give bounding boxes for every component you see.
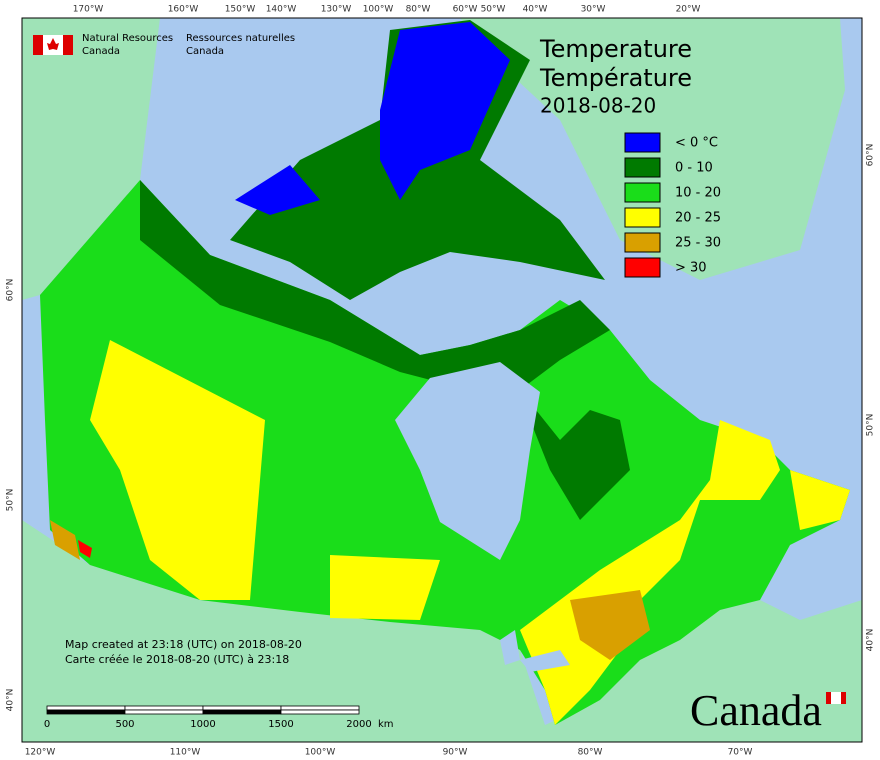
legend-label: > 30 bbox=[675, 261, 707, 276]
longitude-label: 40°W bbox=[523, 5, 548, 15]
scale-label: 1500 bbox=[268, 719, 293, 730]
legend-label: 0 - 10 bbox=[675, 161, 713, 176]
longitude-label: 150°W bbox=[225, 5, 256, 15]
graticule-labels: 170°W 160°W 150°W 140°W 130°W 100°W 80°W 60°W 50… bbox=[6, 5, 876, 758]
org-name: Natural Resources bbox=[82, 33, 173, 44]
title: Température bbox=[539, 64, 692, 92]
maple-leaf bbox=[47, 38, 59, 50]
flag-bar bbox=[33, 35, 43, 55]
longitude-label: 130°W bbox=[321, 5, 352, 15]
scale-segment bbox=[46, 705, 126, 711]
longitude-label: 80°W bbox=[406, 5, 431, 15]
org-name: Canada bbox=[82, 46, 120, 57]
legend-label: 25 - 30 bbox=[675, 236, 721, 251]
legend-swatch bbox=[624, 232, 661, 253]
note: Map created at 23:18 (UTC) on 2018-08-20 bbox=[65, 638, 302, 651]
map-frame bbox=[21, 17, 863, 743]
frame-border bbox=[21, 17, 863, 743]
latitude-label: 50°N bbox=[866, 414, 876, 437]
legend-swatch bbox=[624, 257, 661, 278]
longitude-label: 100°W bbox=[305, 748, 336, 758]
north-zone bbox=[140, 180, 630, 520]
org-name: Canada bbox=[186, 46, 224, 57]
legend-swatch bbox=[624, 157, 661, 178]
warm-zone bbox=[90, 340, 850, 725]
date: 2018-08-20 bbox=[540, 94, 656, 118]
longitude-label: 140°W bbox=[266, 5, 297, 15]
scale-unit: km bbox=[378, 719, 394, 730]
scale-label: 500 bbox=[115, 719, 134, 730]
hudson-bay bbox=[395, 362, 540, 560]
longitude-label: 120°W bbox=[25, 748, 56, 758]
legend-swatch bbox=[624, 132, 661, 153]
latitude-label: 60°N bbox=[6, 279, 16, 302]
scale-label: 1000 bbox=[190, 719, 215, 730]
scale-segment bbox=[124, 709, 204, 715]
cold-zone bbox=[235, 22, 510, 215]
canada-wordmark: Canada bbox=[690, 686, 822, 735]
usa bbox=[22, 520, 862, 742]
great-lakes bbox=[500, 630, 570, 672]
latitude-label: 50°N bbox=[6, 489, 16, 512]
scale-segment bbox=[124, 705, 204, 711]
flag-bar bbox=[63, 35, 73, 55]
longitude-label: 20°W bbox=[676, 5, 701, 15]
scale-segment bbox=[202, 709, 282, 715]
longitude-label: 100°W bbox=[363, 5, 394, 15]
wordmark-flag bbox=[831, 692, 841, 704]
longitude-label: 30°W bbox=[581, 5, 606, 15]
legend: < 0 °C 0 - 10 10 - 20 20 - 25 25 - 30 > 30 bbox=[624, 132, 721, 278]
scale-label: 0 bbox=[44, 719, 50, 730]
longitude-label: 170°W bbox=[73, 5, 104, 15]
legend-label: < 0 °C bbox=[675, 136, 718, 151]
latitude-label: 60°N bbox=[866, 144, 876, 167]
org-name: Ressources naturelles bbox=[186, 33, 295, 44]
longitude-label: 70°W bbox=[728, 748, 753, 758]
logo: Natural Resources Canada Ressources natu… bbox=[33, 33, 295, 57]
very-hot-zone bbox=[78, 540, 92, 558]
hot-zone bbox=[50, 520, 650, 660]
longitude-label: 90°W bbox=[443, 748, 468, 758]
scale-segment bbox=[46, 709, 126, 715]
note: Carte créée le 2018-08-20 (UTC) à 23:18 bbox=[65, 653, 289, 666]
legend-swatch bbox=[624, 182, 661, 203]
legend-swatch bbox=[624, 207, 661, 228]
longitude-label: 160°W bbox=[168, 5, 199, 15]
longitude-label: 60°W bbox=[453, 5, 478, 15]
scale-label: 2000 bbox=[346, 719, 371, 730]
longitude-label: 80°W bbox=[578, 748, 603, 758]
scale-segment bbox=[202, 705, 282, 711]
alaska bbox=[22, 18, 160, 300]
scale-segment bbox=[280, 709, 360, 715]
scale-segment bbox=[280, 705, 360, 711]
title: Temperature bbox=[539, 35, 692, 63]
longitude-label: 110°W bbox=[170, 748, 201, 758]
longitude-label: 50°W bbox=[481, 5, 506, 15]
legend-label: 20 - 25 bbox=[675, 211, 721, 226]
latitude-label: 40°N bbox=[6, 689, 16, 712]
latitude-label: 40°N bbox=[866, 629, 876, 652]
legend-label: 10 - 20 bbox=[675, 186, 721, 201]
scale-bar: 0 500 1000 1500 2000 km bbox=[44, 705, 394, 730]
wordmark: Canada bbox=[690, 686, 846, 735]
